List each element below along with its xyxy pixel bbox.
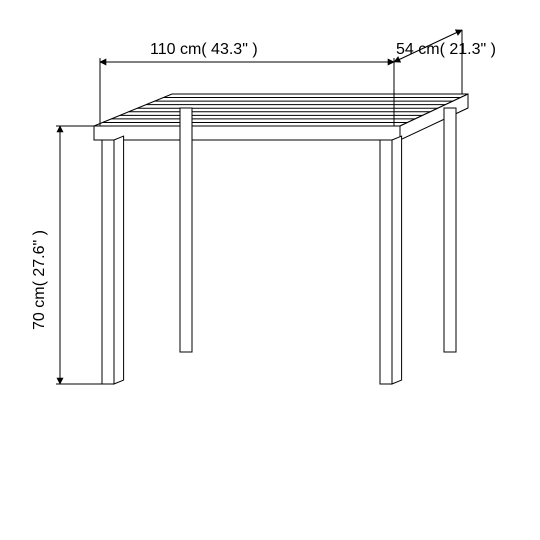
table-dimension-diagram: 110 cm( 43.3" ) 54 cm( 21.3" ) 70 cm( 27… (0, 0, 540, 540)
dimension-height (56, 126, 102, 384)
table-legs (102, 108, 456, 384)
dimension-width-label: 110 cm( 43.3" ) (150, 41, 258, 58)
dimension-height-label: 70 cm( 27.6" ) (31, 230, 48, 330)
dimension-depth-label: 54 cm( 21.3" ) (396, 41, 496, 58)
